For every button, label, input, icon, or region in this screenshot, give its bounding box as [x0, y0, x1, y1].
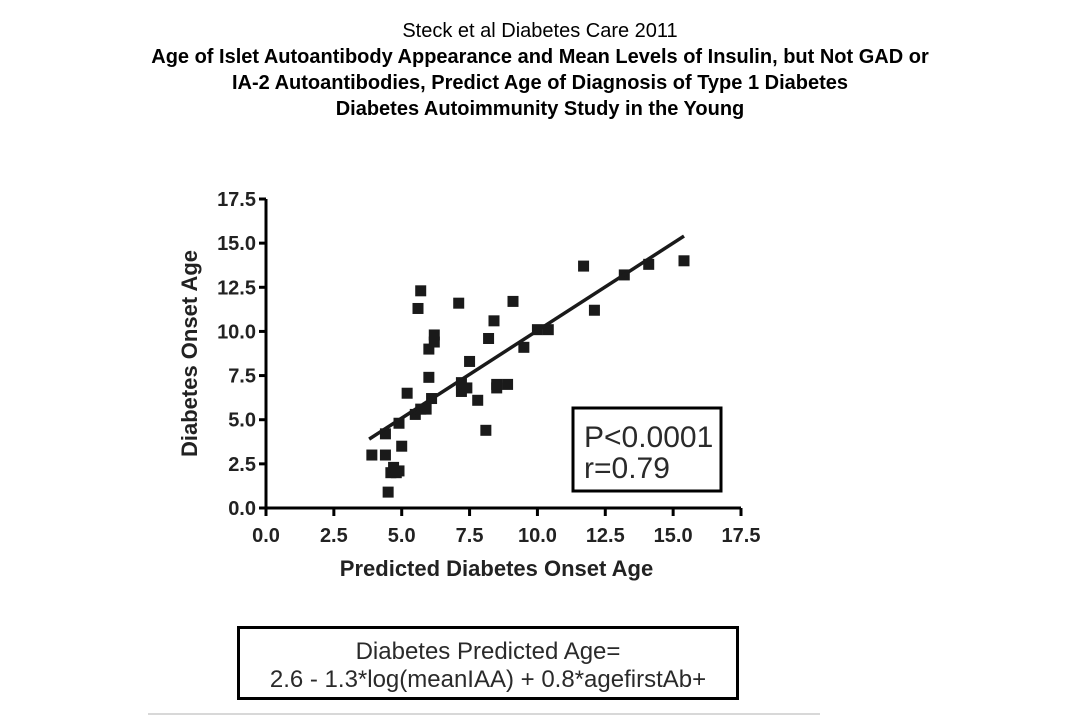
- data-point: [415, 285, 427, 297]
- r-value-label: r=0.79: [584, 452, 670, 485]
- x-tick-label: 15.0: [654, 525, 693, 547]
- stats-box-frame: [571, 406, 723, 493]
- data-point: [502, 378, 514, 390]
- x-tick-label: 2.5: [320, 525, 348, 547]
- data-point: [393, 465, 405, 477]
- regression-line: [368, 234, 685, 441]
- x-tick-label: 12.5: [586, 525, 625, 547]
- title-line-3: Diabetes Autoimmunity Study in the Young: [335, 98, 745, 120]
- data-point: [483, 332, 495, 344]
- data-point: [396, 440, 408, 452]
- data-point: [379, 428, 391, 440]
- y-tick-label: 10.0: [217, 321, 256, 343]
- data-point: [393, 417, 405, 429]
- data-point: [507, 295, 519, 307]
- y-tick-label: 12.5: [217, 277, 256, 299]
- bottom-divider: [148, 713, 820, 715]
- y-tick-label: 2.5: [228, 454, 256, 476]
- data-point: [423, 371, 435, 383]
- x-axis-title: Predicted Diabetes Onset Age: [340, 556, 653, 581]
- formula-line-1: Diabetes Predicted Age=: [355, 638, 621, 665]
- stats-box: P<0.0001 r=0.79: [571, 406, 723, 493]
- data-point: [420, 403, 432, 415]
- y-tick-label: 15.0: [217, 233, 256, 255]
- y-tick-label: 7.5: [228, 366, 256, 388]
- data-point: [518, 341, 530, 353]
- data-point: [588, 304, 600, 316]
- data-point: [491, 378, 503, 390]
- data-point: [412, 302, 424, 314]
- data-point: [428, 336, 440, 348]
- data-point: [382, 486, 394, 498]
- y-tick-label: 5.0: [228, 410, 256, 432]
- data-point: [423, 343, 435, 355]
- citation-line: Steck et al Diabetes Care 2011: [402, 20, 678, 42]
- x-tick-label: 5.0: [388, 525, 416, 547]
- data-point: [643, 258, 655, 270]
- data-point: [678, 255, 690, 267]
- data-point: [488, 315, 500, 327]
- points-layer: [366, 255, 690, 498]
- data-point: [542, 324, 554, 336]
- x-tick-label: 17.5: [722, 525, 761, 547]
- title-line-1: Age of Islet Autoantibody Appearance and…: [151, 46, 929, 68]
- p-value-label: P<0.0001: [584, 421, 713, 454]
- data-point: [480, 424, 492, 436]
- title-line-2: IA-2 Autoantibodies, Predict Age of Diag…: [231, 72, 848, 94]
- data-point: [578, 260, 590, 272]
- data-point: [379, 449, 391, 461]
- data-point: [428, 329, 440, 341]
- x-tick-label: 10.0: [518, 525, 557, 547]
- formula-box: Diabetes Predicted Age= 2.6 - 1.3*log(me…: [237, 626, 739, 700]
- chart-header: Steck et al Diabetes Care 2011 Age of Is…: [0, 18, 1080, 122]
- data-point: [461, 382, 473, 394]
- fit-layer: [368, 234, 685, 441]
- data-point: [453, 297, 465, 309]
- y-axis-title: Diabetes Onset Age: [177, 250, 202, 457]
- y-tick-label: 0.0: [228, 498, 256, 520]
- data-point: [464, 355, 476, 367]
- data-point: [401, 387, 413, 399]
- axes-layer: 0.0 2.5 5.0 7.5 10.0 12.5 15.0 17.5 0.0 2.5 5.0 7.5…: [177, 189, 760, 581]
- data-point: [366, 449, 378, 461]
- x-tick-label: 7.5: [456, 525, 484, 547]
- data-point: [472, 394, 484, 406]
- y-tick-label: 17.5: [217, 189, 256, 211]
- x-tick-label: 0.0: [252, 525, 280, 547]
- formula-line-2: 2.6 - 1.3*log(meanIAA) + 0.8*agefirstAb+: [269, 666, 707, 693]
